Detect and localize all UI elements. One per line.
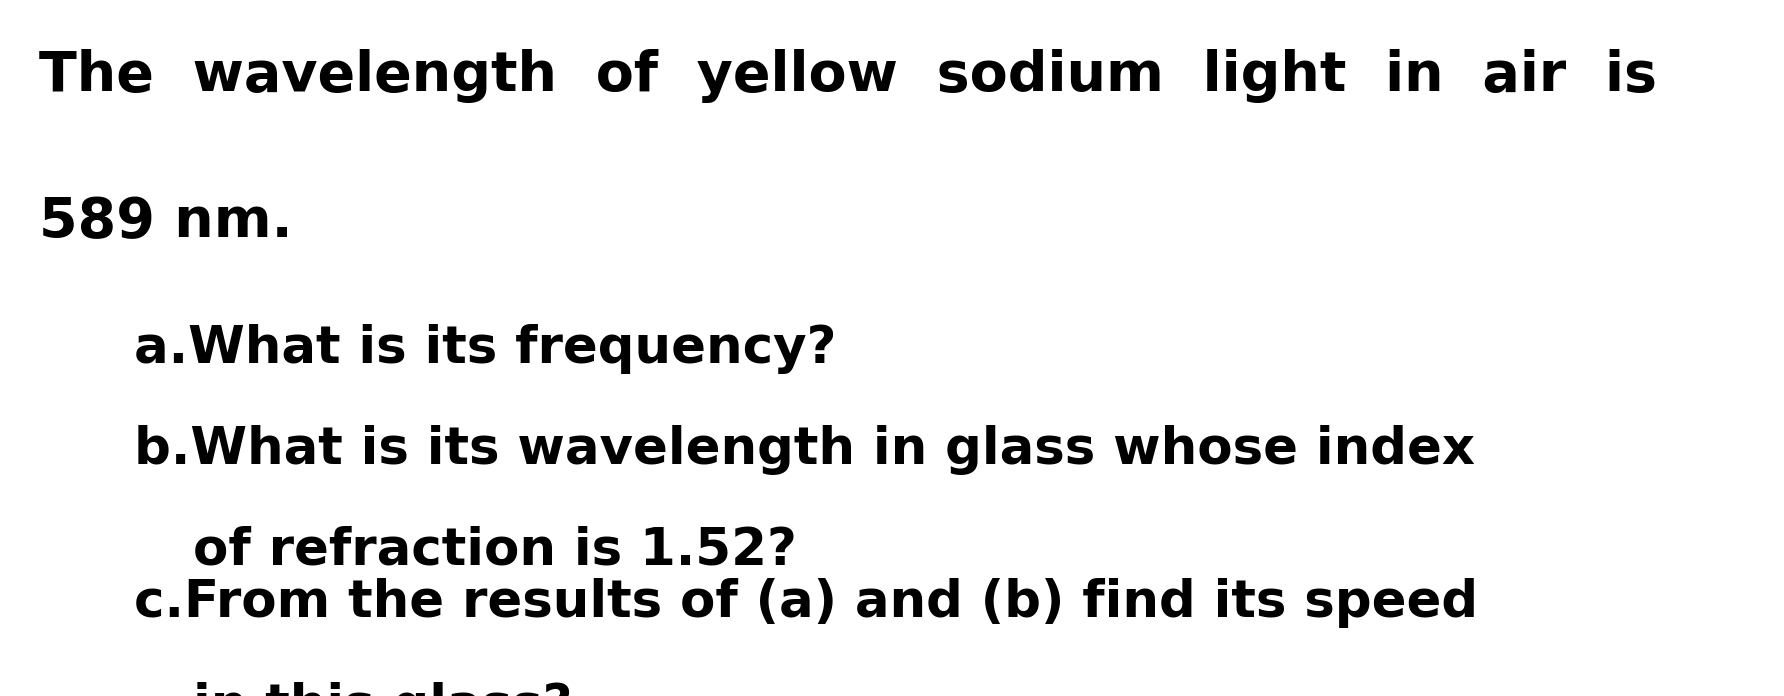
Text: in this glass?: in this glass? (193, 682, 573, 696)
Text: The  wavelength  of  yellow  sodium  light  in  air  is: The wavelength of yellow sodium light in… (39, 49, 1657, 103)
Text: b.What is its wavelength in glass whose index: b.What is its wavelength in glass whose … (134, 425, 1475, 475)
Text: 589 nm.: 589 nm. (39, 195, 293, 249)
Text: c.From the results of (a) and (b) find its speed: c.From the results of (a) and (b) find i… (134, 578, 1477, 628)
Text: a.What is its frequency?: a.What is its frequency? (134, 324, 837, 374)
Text: of refraction is 1.52?: of refraction is 1.52? (193, 525, 796, 576)
